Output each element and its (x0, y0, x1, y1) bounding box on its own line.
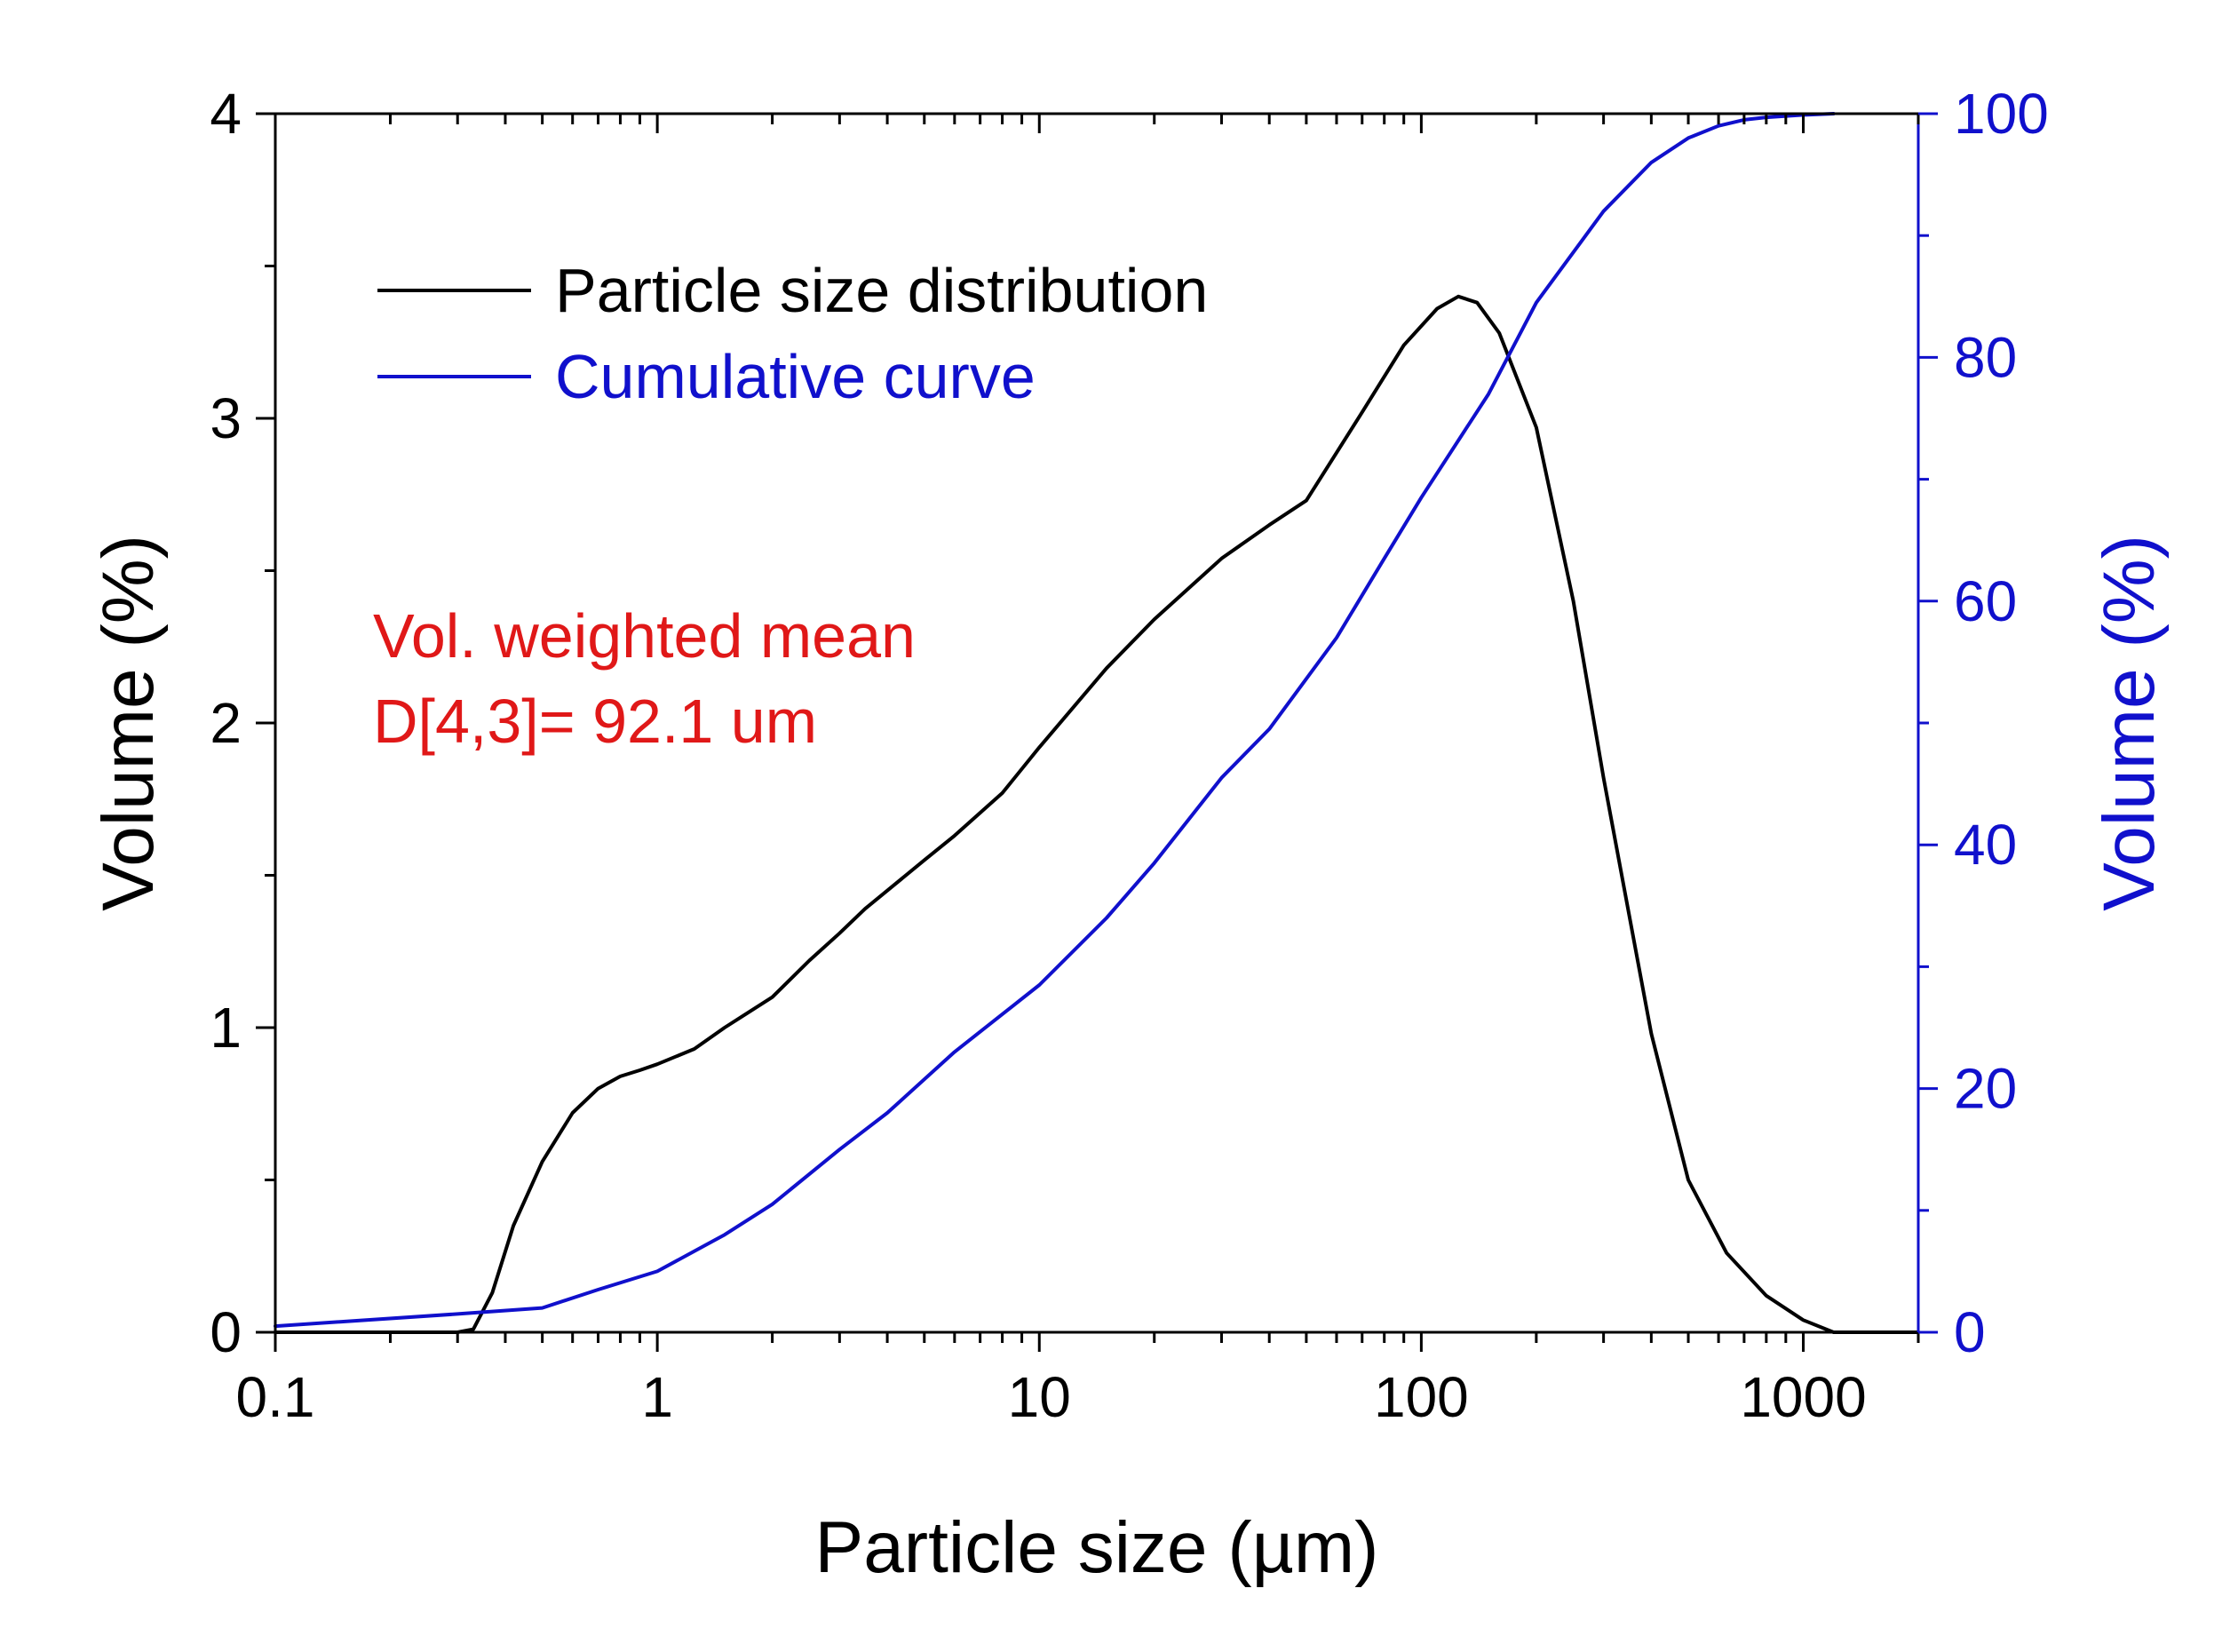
tick-layer (256, 112, 1938, 1352)
right-y-axis-title: Volume (%) (2089, 535, 2170, 911)
x-tick-label: 1 (641, 1365, 673, 1429)
right-y-tick-label: 100 (1954, 82, 2049, 146)
left-y-axis-title: Volume (%) (88, 535, 169, 911)
right-y-tick-label: 80 (1954, 325, 2017, 389)
legend-label-cumulative: Cumulative curve (555, 342, 1036, 411)
right-y-tick-label: 20 (1954, 1057, 2017, 1121)
annotation-line-2: D[4,3]= 92.1 um (373, 687, 817, 756)
left-y-tick-label: 1 (210, 996, 242, 1060)
right-y-tick-label: 60 (1954, 569, 2017, 633)
x-tick-label: 0.1 (236, 1365, 315, 1429)
cumulative-line (274, 112, 1836, 1329)
left-y-tick-label: 2 (210, 691, 242, 755)
right-y-tick-label: 0 (1954, 1300, 1986, 1364)
left-y-tick-label: 3 (210, 386, 242, 450)
x-tick-label: 10 (1008, 1365, 1071, 1429)
left-y-tick-label: 0 (210, 1300, 242, 1364)
mean-annotation: Vol. weighted mean D[4,3]= 92.1 um (373, 601, 916, 756)
legend-label-distribution: Particle size distribution (555, 256, 1208, 325)
distribution-line (274, 294, 1920, 1334)
x-tick-label: 1000 (1740, 1365, 1866, 1429)
series-layer (274, 112, 1920, 1334)
right-y-tick-label: 40 (1954, 813, 2017, 877)
left-y-tick-label: 4 (210, 82, 242, 146)
x-axis-title: Particle size (µm) (815, 1507, 1379, 1588)
annotation-line-1: Vol. weighted mean (373, 601, 916, 671)
x-tick-label: 100 (1374, 1365, 1469, 1429)
legend: Particle size distribution Cumulative cu… (377, 256, 1208, 411)
